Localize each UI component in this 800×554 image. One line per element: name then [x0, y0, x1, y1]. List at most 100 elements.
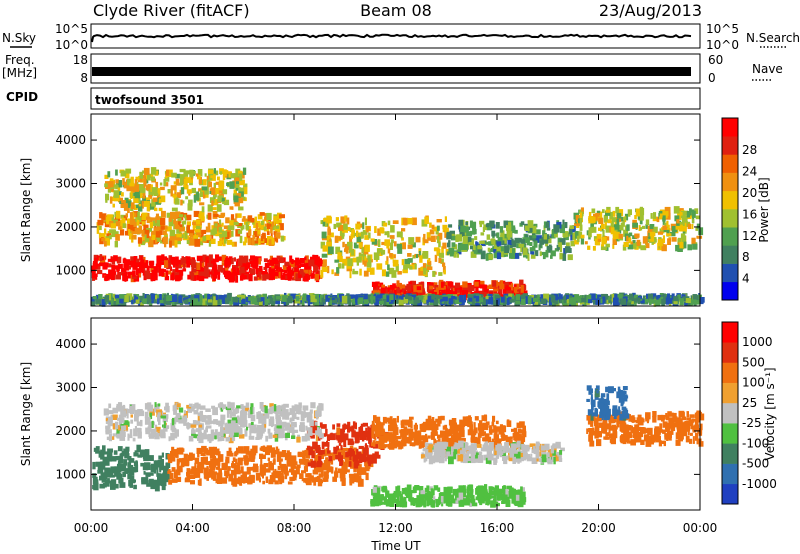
power-cell [569, 227, 572, 235]
power-cell [131, 237, 134, 243]
velocity-cell [233, 472, 237, 480]
power-cell [167, 270, 172, 275]
velocity-cell [269, 418, 274, 423]
power-cell [337, 256, 343, 263]
power-cell [150, 167, 157, 175]
power-cell [234, 184, 240, 188]
power-cell [402, 269, 408, 274]
power-cell [198, 238, 204, 246]
power-cell [96, 270, 103, 275]
power-cell [687, 223, 691, 229]
velocity-cell [317, 475, 321, 480]
velocity-cell [171, 446, 175, 455]
power-cell [673, 296, 679, 302]
freq-tick-bottom: 8 [80, 71, 88, 85]
power-cell [389, 253, 393, 258]
power-cell [254, 258, 259, 267]
power-cell [167, 189, 171, 194]
power-cell [487, 247, 491, 252]
velocity-cell [279, 428, 285, 436]
power-cell [233, 218, 237, 223]
power-cell [198, 177, 202, 185]
power-cell [586, 295, 591, 303]
power-cell [387, 231, 390, 238]
velocity-cell [205, 408, 211, 412]
power-cell [326, 265, 330, 274]
power-cell [253, 231, 259, 238]
colorbar-tick-label: 8 [742, 250, 750, 264]
power-cell [308, 259, 315, 267]
power-cell [418, 248, 422, 253]
power-cell [182, 257, 187, 264]
nsearch-tick-top: 10^5 [706, 22, 739, 36]
power-cell [219, 171, 223, 175]
power-cell [362, 230, 368, 235]
power-cell [387, 248, 391, 254]
power-cell [334, 235, 339, 243]
power-cell [159, 230, 163, 235]
velocity-cell [210, 449, 216, 457]
power-cell [612, 244, 615, 249]
power-cell [376, 248, 381, 254]
power-cell [255, 222, 259, 230]
power-cell [424, 216, 429, 224]
power-cell [229, 220, 235, 226]
power-cell [388, 267, 395, 275]
velocity-cell [153, 460, 158, 467]
beam-title: Beam 08 [360, 1, 432, 20]
power-cell [120, 170, 127, 177]
power-cell [483, 224, 488, 231]
power-cell [193, 210, 200, 217]
power-cell [436, 249, 441, 256]
power-cell [308, 268, 312, 275]
velocity-cell [95, 446, 100, 453]
velocity-cell [129, 406, 135, 413]
velocity-cell [198, 424, 203, 428]
power-cell [532, 246, 536, 251]
power-cell [540, 298, 547, 305]
power-cell [125, 213, 128, 218]
power-cell [666, 211, 669, 216]
power-cell [529, 224, 533, 233]
power-cell [348, 299, 352, 306]
power-cell [248, 229, 252, 236]
power-cell [595, 298, 601, 305]
power-cell [189, 233, 194, 238]
power-cell [107, 274, 113, 280]
power-cell [233, 189, 237, 195]
power-cell [339, 230, 345, 237]
velocity-cell [126, 421, 130, 427]
power-cell [201, 229, 207, 234]
velocity-cell [279, 451, 284, 458]
velocity-cell [277, 474, 281, 479]
power-cell [602, 209, 605, 214]
power-cell [425, 268, 430, 273]
power-cell [304, 263, 307, 270]
power-cell [368, 232, 371, 239]
power-cell [533, 223, 538, 228]
power-cell [153, 237, 156, 245]
power-cell [320, 270, 324, 278]
power-cell [147, 174, 151, 181]
power-cell [480, 291, 484, 296]
power-cell [605, 225, 612, 233]
velocity-cell [265, 411, 269, 419]
power-cell [215, 188, 221, 195]
power-cell [648, 232, 651, 239]
power-cell [389, 294, 394, 303]
power-cell [154, 170, 159, 176]
power-cell [558, 239, 561, 244]
power-cell [250, 268, 255, 275]
velocity-cell [312, 420, 317, 427]
power-cell [248, 273, 253, 282]
velocity-cell [101, 478, 107, 483]
power-cell [627, 209, 632, 215]
power-cell [605, 244, 609, 251]
power-cell [579, 212, 583, 219]
velocity-cell [323, 471, 329, 477]
power-cell [177, 235, 182, 241]
power-cell [427, 282, 433, 287]
power-cell [100, 233, 106, 239]
power-cell [290, 271, 295, 275]
power-cell [579, 297, 586, 303]
